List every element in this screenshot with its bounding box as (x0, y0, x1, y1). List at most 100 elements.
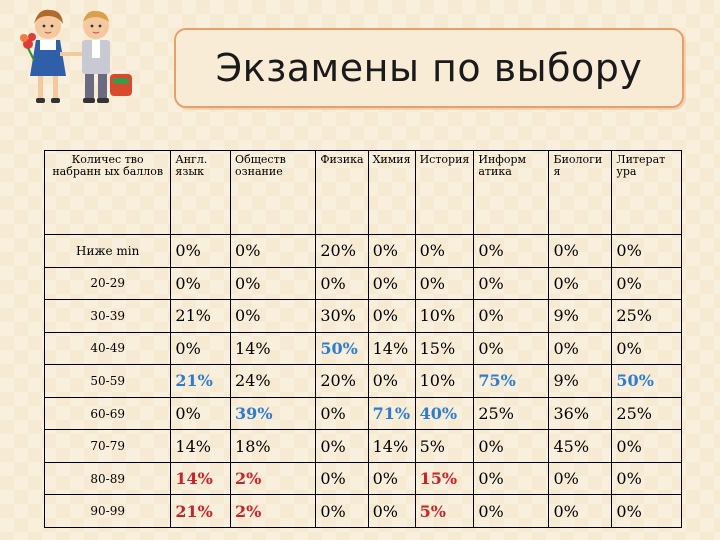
table-cell: 0% (611, 331, 682, 366)
table-cell: 0% (367, 234, 416, 268)
table-cell: 0% (473, 494, 550, 528)
table-cell: 25% (611, 396, 682, 431)
row-label: 90-99 (43, 494, 172, 528)
table-cell: 0% (473, 461, 550, 496)
header-score-range: Количес тво набранн ых баллов (43, 150, 172, 235)
table-cell: 9% (548, 299, 613, 333)
table-cell: 10% (414, 364, 475, 398)
table-body: Ниже min 0% 0% 20% 0% 0% 0% 0% 0% 20-29 0% 0% 0% 0% 0%… (43, 234, 682, 528)
table-cell: 0% (473, 429, 550, 463)
table-row: Ниже min 0% 0% 20% 0% 0% 0% 0% 0% (43, 234, 682, 268)
table-cell: 0% (230, 266, 317, 301)
table-cell: 14% (170, 429, 232, 463)
header-subject: Химия (367, 150, 416, 235)
table-row: 80-89 14% 2% 0% 0% 15% 0% 0% 0% (43, 461, 682, 496)
table-cell: 5% (414, 429, 475, 463)
table-cell: 25% (473, 396, 550, 431)
table-cell: 0% (367, 364, 416, 398)
table-cell: 0% (367, 299, 416, 333)
table-cell: 20% (315, 364, 369, 398)
table-cell: 0% (611, 234, 682, 268)
row-label: 60-69 (43, 396, 172, 431)
table-cell: 0% (170, 396, 232, 431)
table-cell: 0% (548, 494, 613, 528)
table-cell: 0% (230, 299, 317, 333)
table-cell: 0% (367, 266, 416, 301)
table-cell: 0% (548, 234, 613, 268)
table-cell: 0% (315, 461, 369, 496)
table-cell: 0% (473, 234, 550, 268)
table-cell: 9% (548, 364, 613, 398)
table-row: 50-59 21% 24% 20% 0% 10% 75% 9% 50% (43, 364, 682, 398)
table-cell: 24% (230, 364, 317, 398)
table-cell: 2% (230, 461, 317, 496)
table-cell: 75% (473, 364, 550, 398)
row-label: 50-59 (43, 364, 172, 398)
table-cell: 20% (315, 234, 369, 268)
table-cell: 0% (170, 234, 232, 268)
table-cell: 14% (170, 461, 232, 496)
table-cell: 15% (414, 331, 475, 366)
table-cell: 0% (230, 234, 317, 268)
row-label: 80-89 (43, 461, 172, 496)
table-cell: 50% (315, 331, 369, 366)
table-header-row: Количес тво набранн ых баллов Англ. язык О… (43, 150, 682, 235)
table-cell: 0% (611, 494, 682, 528)
table-cell: 71% (367, 396, 416, 431)
table-cell: 25% (611, 299, 682, 333)
table-cell: 2% (230, 494, 317, 528)
row-label: Ниже min (43, 234, 172, 268)
header-subject: Англ. язык (170, 150, 232, 235)
table-cell: 0% (414, 234, 475, 268)
table-cell: 0% (315, 429, 369, 463)
table-cell: 36% (548, 396, 613, 431)
table-cell: 0% (170, 266, 232, 301)
table-cell: 45% (548, 429, 613, 463)
header-subject: Информ атика (473, 150, 550, 235)
header-subject: Физика (315, 150, 369, 235)
table-cell: 0% (170, 331, 232, 366)
title-box: Экзамены по выбору (174, 28, 684, 108)
table-cell: 21% (170, 494, 232, 528)
page-title: Экзамены по выбору (215, 46, 643, 90)
header-subject: История (414, 150, 475, 235)
table-cell: 14% (230, 331, 317, 366)
table-row: 70-79 14% 18% 0% 14% 5% 0% 45% 0% (43, 429, 682, 463)
table-cell: 14% (367, 429, 416, 463)
table-cell: 0% (367, 461, 416, 496)
header-subject: Биологи я (548, 150, 613, 235)
table-cell: 0% (611, 266, 682, 301)
table-cell: 14% (367, 331, 416, 366)
table-cell: 21% (170, 364, 232, 398)
table-cell: 18% (230, 429, 317, 463)
table-row: 90-99 21% 2% 0% 0% 5% 0% 0% 0% (43, 494, 682, 528)
table-cell: 0% (611, 461, 682, 496)
table-cell: 0% (414, 266, 475, 301)
table-cell: 0% (611, 429, 682, 463)
table-cell: 15% (414, 461, 475, 496)
table-row: 60-69 0% 39% 0% 71% 40% 25% 36% 25% (43, 396, 682, 431)
table-cell: 5% (414, 494, 475, 528)
table-row: 30-39 21% 0% 30% 0% 10% 0% 9% 25% (43, 299, 682, 333)
table-row: 20-29 0% 0% 0% 0% 0% 0% 0% 0% (43, 266, 682, 301)
table-cell: 10% (414, 299, 475, 333)
row-label: 70-79 (43, 429, 172, 463)
header-subject: Обществ ознание (230, 150, 317, 235)
table-cell: 0% (315, 494, 369, 528)
table-cell: 0% (548, 331, 613, 366)
table-cell: 50% (611, 364, 682, 398)
table-cell: 39% (230, 396, 317, 431)
row-label: 40-49 (43, 331, 172, 366)
table-cell: 21% (170, 299, 232, 333)
row-label: 30-39 (43, 299, 172, 333)
row-label: 20-29 (43, 266, 172, 301)
schoolchildren-illustration (20, 9, 132, 103)
exam-results-table: Количес тво набранн ых баллов Англ. язык О… (43, 150, 682, 528)
table-cell: 0% (315, 266, 369, 301)
table-cell: 30% (315, 299, 369, 333)
table-cell: 40% (414, 396, 475, 431)
table-cell: 0% (473, 266, 550, 301)
table-cell: 0% (367, 494, 416, 528)
table-cell: 0% (315, 396, 369, 431)
table-cell: 0% (473, 331, 550, 366)
